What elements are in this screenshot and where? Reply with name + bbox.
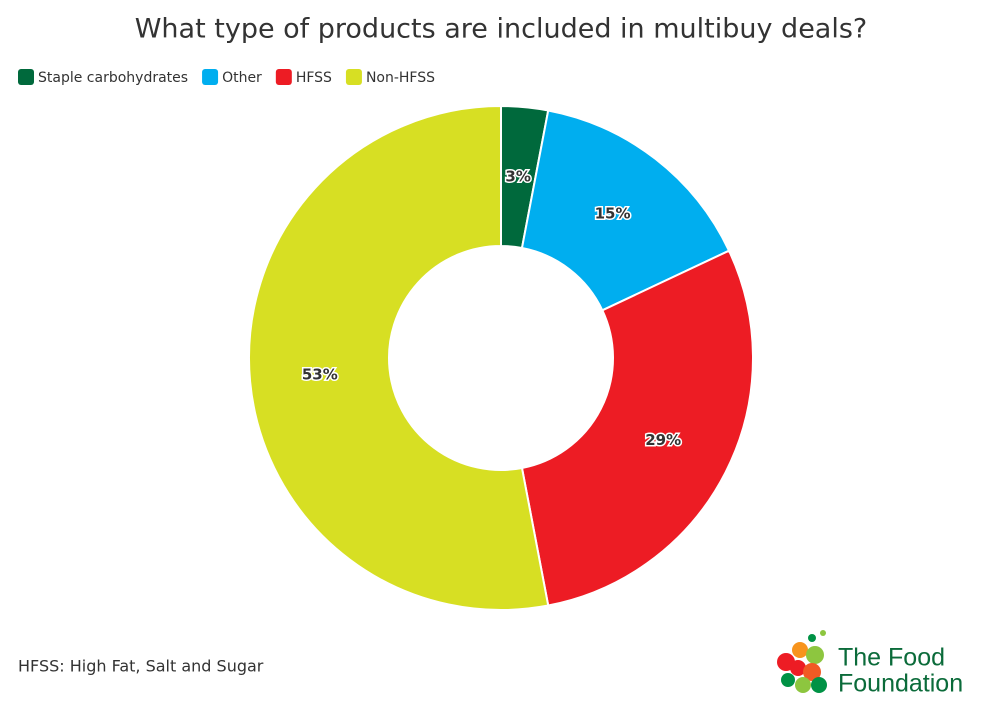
data-label: 15% xyxy=(595,205,631,223)
data-label: 29% xyxy=(645,431,681,449)
logo-dot xyxy=(811,677,827,693)
data-label: 53% xyxy=(302,366,338,384)
logo-dot xyxy=(792,642,808,658)
footnote: HFSS: High Fat, Salt and Sugar xyxy=(18,657,264,676)
legend-label: Non-HFSS xyxy=(366,70,435,86)
donut-slice xyxy=(520,109,731,312)
legend-label: Staple carbohydrates xyxy=(38,70,188,86)
donut-slice xyxy=(520,249,754,607)
logo-dot xyxy=(820,630,826,636)
legend-swatch xyxy=(345,69,362,85)
donut-slice xyxy=(248,104,550,611)
chart-title: What type of products are included in mu… xyxy=(135,14,868,45)
legend-label: HFSS xyxy=(296,70,332,86)
data-label: 3% xyxy=(505,167,530,185)
logo-dot xyxy=(781,673,795,687)
legend-swatch xyxy=(202,69,219,85)
legend-label: Other xyxy=(222,70,262,86)
legend-swatch xyxy=(275,69,292,85)
logo-text: Foundation xyxy=(838,670,963,698)
logo-text: The Food xyxy=(838,644,945,672)
logo: The Food Foundation xyxy=(777,630,963,698)
logo-dot xyxy=(808,634,816,642)
logo-dot xyxy=(795,677,811,693)
logo-dot xyxy=(790,660,806,676)
logo-dot xyxy=(803,663,821,681)
logo-dot xyxy=(806,646,824,664)
legend-swatch xyxy=(18,69,34,85)
